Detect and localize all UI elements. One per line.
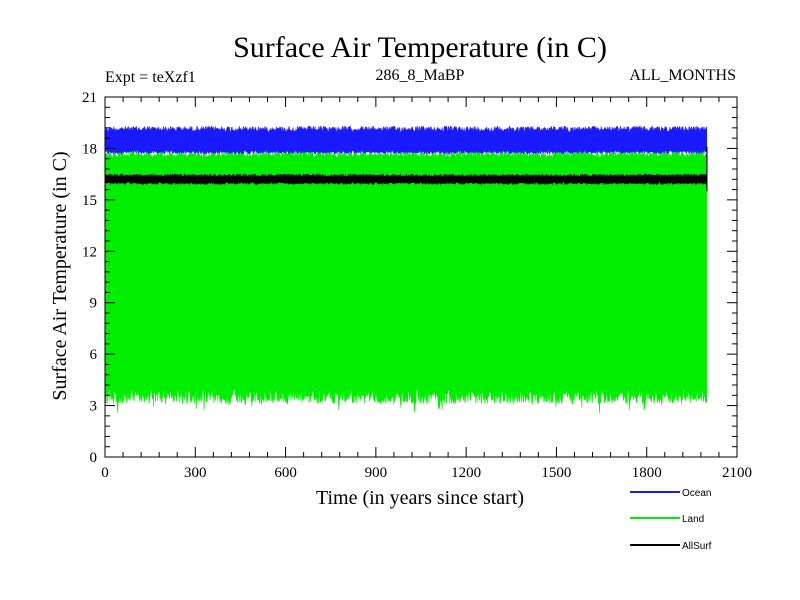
plot-axes xyxy=(104,96,738,458)
experiment-label: Expt = teXzf1 xyxy=(105,69,196,86)
y-tick-label: 6 xyxy=(90,347,98,363)
y-tick-label: 0 xyxy=(90,450,98,466)
y-tick-label: 3 xyxy=(90,399,98,415)
x-tick-label: 2100 xyxy=(722,465,752,481)
series-ocean xyxy=(104,125,707,156)
series-land xyxy=(104,150,707,414)
y-tick-label: 9 xyxy=(90,296,98,312)
y-tick-label: 12 xyxy=(82,244,97,260)
x-tick-label: 300 xyxy=(184,465,207,481)
legend-label-allsurf: AllSurf xyxy=(682,541,712,552)
y-tick-label: 15 xyxy=(82,193,97,209)
months-label: ALL_MONTHS xyxy=(629,67,736,84)
x-axis-label: Time (in years since start) xyxy=(316,487,524,509)
x-tick-label: 0 xyxy=(101,465,109,481)
x-tick-label: 900 xyxy=(365,465,388,481)
x-tick-label: 600 xyxy=(274,465,297,481)
legend-label-land: Land xyxy=(682,514,704,525)
x-tick-label: 1500 xyxy=(541,465,571,481)
tick-labels: 0 300 600 900 1200 1500 1800 2100 0 3 6 9 12 15 18 21 xyxy=(82,90,752,481)
chart-title: Surface Air Temperature (in C) xyxy=(233,31,607,64)
x-tick-label: 1200 xyxy=(451,465,481,481)
series-allsurf xyxy=(104,173,707,186)
y-tick-label: 18 xyxy=(82,141,97,157)
x-tick-label: 1800 xyxy=(632,465,662,481)
legend: Ocean Land AllSurf xyxy=(630,488,712,552)
plot-data xyxy=(104,125,708,414)
legend-label-ocean: Ocean xyxy=(682,488,711,499)
period-label: 286_8_MaBP xyxy=(376,67,465,84)
y-tick-label: 21 xyxy=(82,90,97,106)
y-axis-label: Surface Air Temperature (in C) xyxy=(49,151,71,400)
plot-frame xyxy=(104,96,738,458)
